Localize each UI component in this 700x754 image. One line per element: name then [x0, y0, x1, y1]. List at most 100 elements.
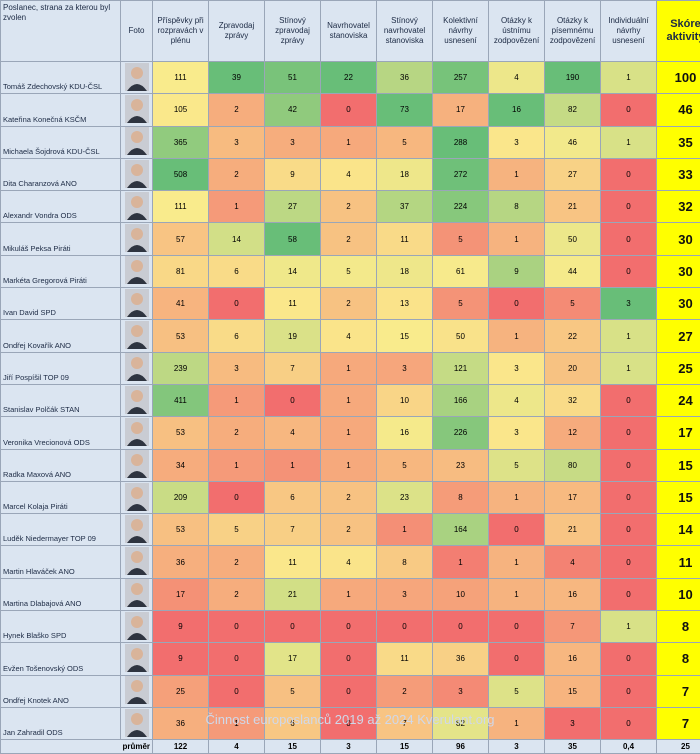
- activity-score: 32: [657, 191, 700, 223]
- photo-placeholder: [125, 224, 149, 252]
- metric-value: 37: [377, 191, 433, 223]
- metric-value: 2: [321, 288, 377, 320]
- member-name: Martin Hlaváček ANO: [1, 546, 121, 578]
- metric-value: 0: [489, 611, 545, 643]
- metric-value: 0: [321, 94, 377, 126]
- metric-value: 4: [265, 417, 321, 449]
- member-name: Jiří Pospíšil TOP 09: [1, 352, 121, 384]
- metric-value: 1: [209, 449, 265, 481]
- metric-value: 7: [545, 611, 601, 643]
- metric-value: 36: [153, 546, 209, 578]
- photo: [121, 288, 153, 320]
- column-header: Foto: [121, 1, 153, 62]
- average-label: průměr: [1, 740, 153, 754]
- metric-value: 1: [601, 62, 657, 94]
- metric-value: 8: [489, 191, 545, 223]
- metric-value: 1: [489, 320, 545, 352]
- metric-value: 18: [377, 158, 433, 190]
- metric-value: 2: [209, 158, 265, 190]
- metric-value: 0: [489, 643, 545, 675]
- metric-value: 22: [545, 320, 601, 352]
- photo-placeholder: [125, 676, 149, 704]
- metric-value: 0: [209, 481, 265, 513]
- metric-value: 53: [153, 417, 209, 449]
- activity-score: 30: [657, 288, 700, 320]
- metric-value: 1: [377, 514, 433, 546]
- member-name: Tomáš Zdechovský KDU-ČSL: [1, 62, 121, 94]
- metric-value: 0: [321, 643, 377, 675]
- metric-value: 13: [377, 288, 433, 320]
- metric-value: 4: [545, 546, 601, 578]
- metric-value: 11: [377, 643, 433, 675]
- metric-value: 53: [153, 320, 209, 352]
- metric-value: 0: [265, 384, 321, 416]
- photo: [121, 546, 153, 578]
- metric-value: 9: [265, 158, 321, 190]
- metric-value: 1: [601, 320, 657, 352]
- metric-value: 1: [321, 352, 377, 384]
- metric-value: 57: [153, 223, 209, 255]
- activity-score: 24: [657, 384, 700, 416]
- metric-value: 11: [265, 288, 321, 320]
- metric-value: 2: [209, 417, 265, 449]
- metric-value: 6: [209, 320, 265, 352]
- metric-value: 12: [545, 417, 601, 449]
- activity-score: 17: [657, 417, 700, 449]
- metric-value: 27: [265, 191, 321, 223]
- metric-value: 16: [377, 417, 433, 449]
- metric-value: 16: [545, 578, 601, 610]
- metric-value: 0: [265, 611, 321, 643]
- photo: [121, 514, 153, 546]
- metric-value: 15: [545, 675, 601, 707]
- photo: [121, 352, 153, 384]
- metric-value: 2: [209, 578, 265, 610]
- metric-value: 0: [601, 191, 657, 223]
- metric-value: 0: [601, 384, 657, 416]
- column-header: Příspěvky při rozpravách v plénu: [153, 1, 209, 62]
- metric-value: 1: [601, 611, 657, 643]
- metric-value: 10: [377, 384, 433, 416]
- metric-value: 4: [321, 158, 377, 190]
- metric-value: 2: [209, 94, 265, 126]
- metric-value: 121: [433, 352, 489, 384]
- member-name: Radka Maxová ANO: [1, 449, 121, 481]
- metric-value: 226: [433, 417, 489, 449]
- average-value: 15: [265, 740, 321, 754]
- activity-score: 100: [657, 62, 700, 94]
- metric-value: 0: [601, 514, 657, 546]
- metric-value: 0: [601, 223, 657, 255]
- metric-value: 111: [153, 62, 209, 94]
- metric-value: 23: [433, 449, 489, 481]
- photo-placeholder: [125, 483, 149, 511]
- photo-placeholder: [125, 644, 149, 672]
- column-header: Otázky k písemnému zodpovězení: [545, 1, 601, 62]
- metric-value: 2: [321, 223, 377, 255]
- metric-value: 209: [153, 481, 209, 513]
- metric-value: 1: [601, 352, 657, 384]
- metric-value: 5: [433, 288, 489, 320]
- metric-value: 1: [209, 191, 265, 223]
- metric-value: 3: [377, 352, 433, 384]
- metric-value: 80: [545, 449, 601, 481]
- metric-value: 6: [209, 255, 265, 287]
- photo-placeholder: [125, 321, 149, 349]
- metric-value: 17: [433, 94, 489, 126]
- metric-value: 9: [153, 643, 209, 675]
- footer: Činnost europoslanců 2019 až 2024 Kverul…: [0, 712, 700, 727]
- metric-value: 0: [433, 611, 489, 643]
- metric-value: 1: [489, 158, 545, 190]
- photo-placeholder: [125, 547, 149, 575]
- column-header: Zpravodaj zprávy: [209, 1, 265, 62]
- metric-value: 36: [433, 643, 489, 675]
- activity-score: 25: [657, 352, 700, 384]
